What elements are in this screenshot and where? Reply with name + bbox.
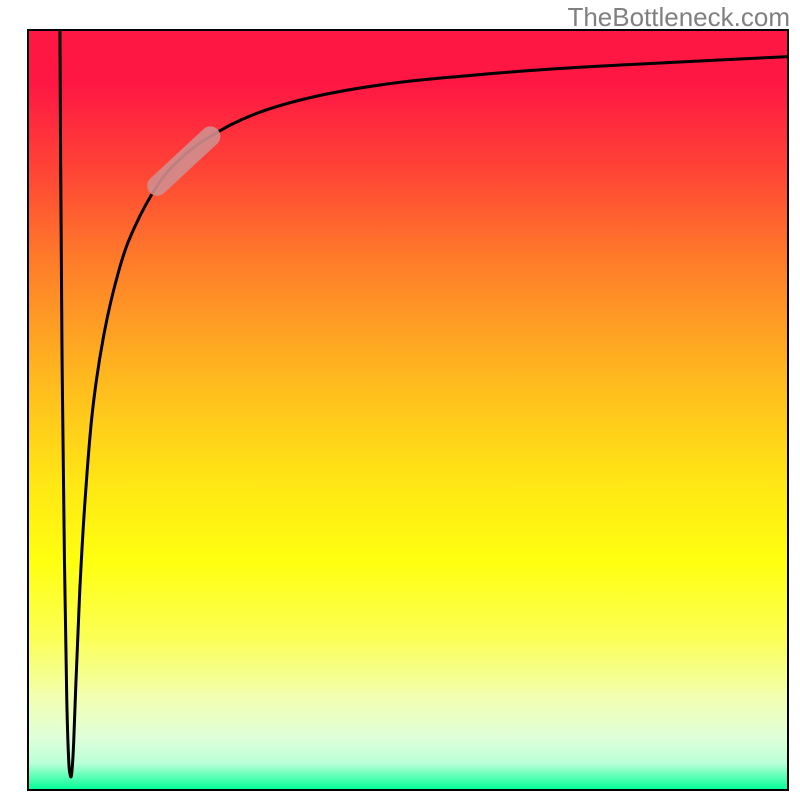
plot-background: [28, 30, 788, 790]
bottleneck-chart-svg: [0, 0, 800, 800]
chart-container: TheBottleneck.com: [0, 0, 800, 800]
watermark-text: TheBottleneck.com: [567, 2, 790, 33]
